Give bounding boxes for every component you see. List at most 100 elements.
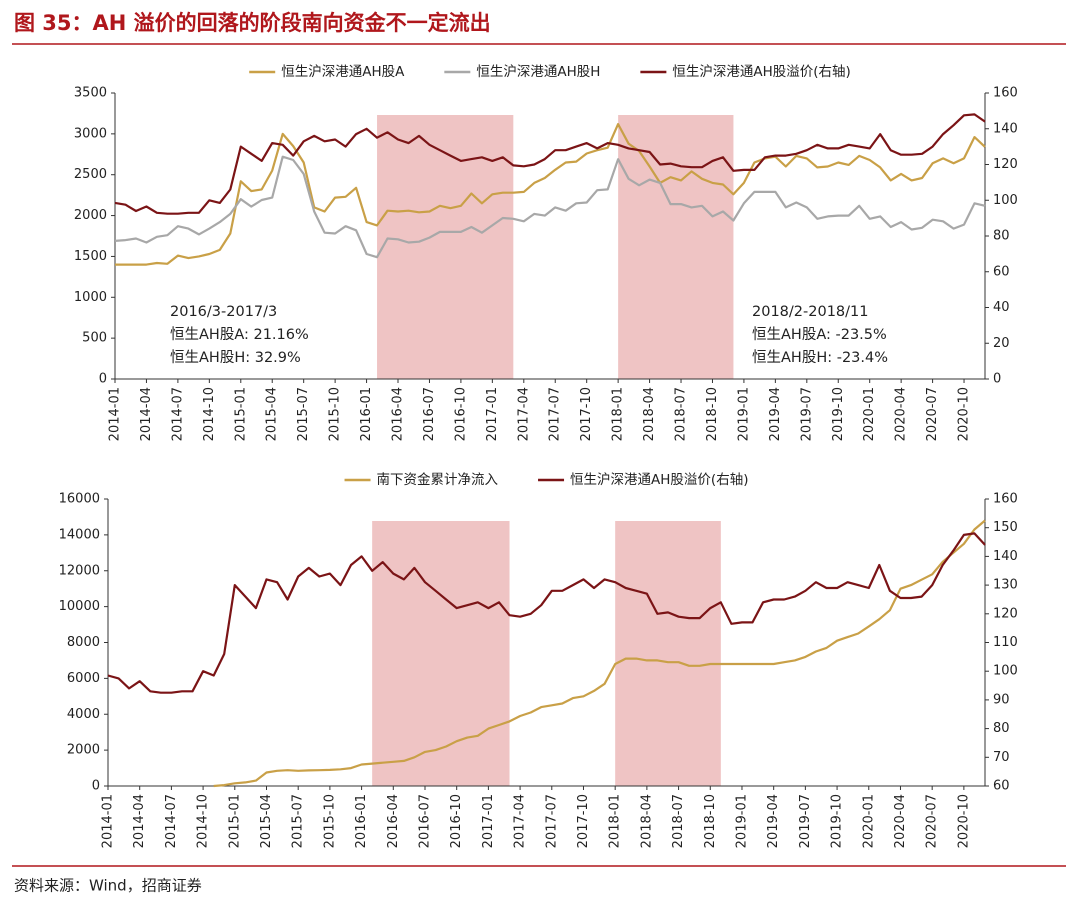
x-tick-label: 2016-10 (453, 387, 468, 441)
x-tick-label: 2017-10 (576, 794, 591, 848)
x-tick-label: 2016-01 (359, 387, 374, 441)
y-tick-label: 14000 (59, 527, 100, 542)
x-tick-label: 2019-07 (798, 794, 813, 848)
x-tick-label: 2015-10 (328, 387, 343, 441)
x-tick-label: 2015-07 (296, 387, 311, 441)
y2-tick-label: 100 (993, 193, 1018, 208)
annotation: 恒生AH股A: -23.5% (752, 326, 887, 343)
x-tick-label: 2019-01 (734, 794, 749, 848)
x-tick-label: 2014-07 (170, 387, 185, 441)
y2-tick-label: 160 (993, 86, 1018, 101)
x-tick-label: 2020-04 (893, 794, 908, 848)
x-tick-label: 2017-01 (485, 387, 500, 441)
x-tick-label: 2018-01 (608, 794, 623, 848)
x-tick-label: 2015-10 (322, 794, 337, 848)
source: 资料来源：Wind，招商证券 (14, 877, 202, 895)
x-tick-label: 2020-10 (957, 387, 972, 441)
x-tick-label: 2015-04 (265, 387, 280, 441)
y-tick-label: 8000 (67, 635, 100, 650)
legend-label: 南下资金累计净流入 (377, 472, 499, 488)
annotation: 2016/3-2017/3 (170, 304, 277, 320)
x-tick-label: 2017-01 (481, 794, 496, 848)
y2-tick-label: 60 (993, 779, 1010, 794)
y2-tick-label: 80 (993, 229, 1010, 244)
y2-tick-label: 140 (993, 549, 1018, 564)
x-tick-label: 2015-01 (233, 387, 248, 441)
y-tick-label: 2000 (74, 208, 107, 223)
y2-tick-label: 80 (993, 721, 1010, 736)
x-tick-label: 2016-07 (417, 794, 432, 848)
annotation: 恒生AH股H: -23.4% (752, 349, 888, 366)
y2-tick-label: 40 (993, 300, 1010, 315)
highlight-band (377, 115, 514, 379)
y2-tick-label: 20 (993, 336, 1010, 351)
legend-item: 恒生沪深港通AH股H (444, 64, 600, 80)
x-tick-label: 2016-10 (449, 794, 464, 848)
y-tick-label: 16000 (59, 492, 100, 507)
y-tick-label: 10000 (59, 599, 100, 614)
y2-tick-label: 120 (993, 157, 1018, 172)
x-tick-label: 2015-04 (259, 794, 274, 848)
y-tick-label: 3500 (74, 86, 107, 101)
y2-tick-label: 140 (993, 121, 1018, 136)
legend-label: 恒生沪深港通AH股H (476, 64, 600, 80)
y-tick-label: 0 (99, 372, 107, 387)
series-line (213, 519, 986, 788)
highlight-band (615, 521, 721, 786)
y-tick-label: 500 (82, 331, 107, 346)
y2-tick-label: 110 (993, 635, 1018, 650)
legend-label: 恒生沪深港通AH股A (281, 64, 405, 80)
x-tick-label: 2016-04 (386, 794, 401, 848)
x-tick-label: 2019-04 (768, 387, 783, 441)
x-tick-label: 2019-04 (766, 794, 781, 848)
x-tick-label: 2018-04 (639, 794, 654, 848)
figure-title: 图 35：AH 溢价的回落的阶段南向资金不一定流出 (14, 11, 491, 35)
legend-item: 恒生沪深港通AH股溢价(右轴) (640, 64, 851, 80)
y-tick-label: 2500 (74, 167, 107, 182)
x-tick-label: 2017-07 (544, 794, 559, 848)
x-tick-label: 2014-04 (132, 794, 147, 848)
x-tick-label: 2019-10 (830, 794, 845, 848)
annotation: 恒生AH股A: 21.16% (170, 326, 309, 343)
y-tick-label: 0 (92, 779, 100, 794)
x-tick-label: 2014-07 (164, 794, 179, 848)
x-tick-label: 2020-01 (861, 794, 876, 848)
y2-tick-label: 0 (993, 372, 1001, 387)
x-tick-label: 2017-04 (516, 387, 531, 441)
y-tick-label: 2000 (67, 743, 100, 758)
legend-item: 恒生沪深港通AH股溢价(右轴) (538, 472, 748, 488)
x-tick-label: 2018-07 (674, 387, 689, 441)
legend-item: 南下资金累计净流入 (344, 472, 499, 488)
series-line (114, 155, 986, 259)
annotation: 2018/2-2018/11 (752, 304, 868, 320)
x-tick-label: 2020-07 (925, 387, 940, 441)
x-tick-label: 2018-04 (642, 387, 657, 441)
x-tick-label: 2016-04 (391, 387, 406, 441)
x-tick-label: 2016-07 (422, 387, 437, 441)
x-tick-label: 2020-10 (956, 794, 971, 848)
legend-label: 恒生沪深港通AH股溢价(右轴) (672, 64, 850, 80)
x-tick-label: 2017-07 (548, 387, 563, 441)
x-tick-label: 2014-10 (202, 387, 217, 441)
y-tick-label: 12000 (59, 563, 100, 578)
y2-tick-label: 100 (993, 664, 1018, 679)
x-tick-label: 2015-07 (291, 794, 306, 848)
y-tick-label: 4000 (67, 707, 100, 722)
y2-tick-label: 150 (993, 520, 1018, 535)
y-tick-label: 3000 (74, 126, 107, 141)
y-tick-label: 6000 (67, 671, 100, 686)
y2-tick-label: 70 (993, 750, 1010, 765)
x-tick-label: 2014-04 (139, 387, 154, 441)
x-tick-label: 2014-10 (196, 794, 211, 848)
y2-tick-label: 160 (993, 492, 1018, 507)
x-tick-label: 2018-10 (705, 387, 720, 441)
y2-tick-label: 90 (993, 692, 1010, 707)
series-line (107, 532, 986, 694)
y-tick-label: 1000 (74, 290, 107, 305)
x-tick-label: 2020-07 (925, 794, 940, 848)
annotation: 恒生AH股H: 32.9% (170, 349, 301, 366)
x-tick-label: 2018-10 (703, 794, 718, 848)
x-tick-label: 2019-07 (799, 387, 814, 441)
highlight-band (372, 521, 510, 786)
series-line (115, 123, 986, 266)
